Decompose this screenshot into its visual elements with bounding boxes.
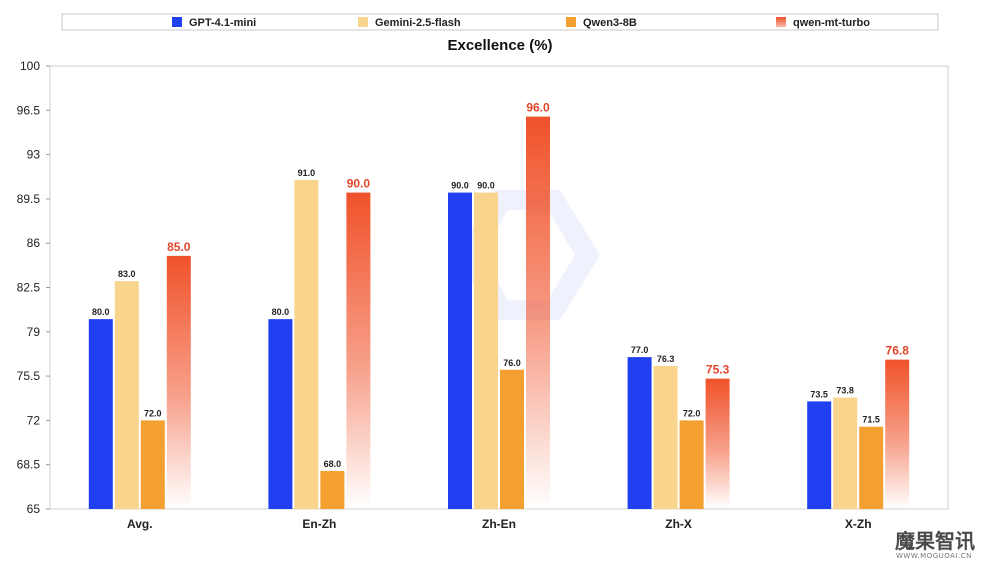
- watermark-subtext: WWW.MOGUOAI.CN: [896, 552, 972, 560]
- bar-qwen-mt-turbo-avg-: [166, 255, 191, 509]
- bar-value-label: 72.0: [144, 408, 162, 418]
- y-tick-label: 82.5: [17, 281, 41, 295]
- y-tick-label: 68.5: [17, 458, 41, 472]
- y-tick-label: 100: [20, 59, 40, 73]
- legend-label: GPT-4.1-mini: [189, 17, 256, 29]
- watermark-text: 魔果智讯: [895, 529, 975, 553]
- y-tick-label: 79: [27, 325, 41, 339]
- bar-value-label: 83.0: [118, 269, 136, 279]
- bar-value-label: 90.0: [347, 177, 371, 191]
- bar-qwen-mt-turbo-zh-x: [705, 378, 730, 509]
- y-tick-label: 86: [27, 236, 41, 250]
- bar-value-label: 71.5: [862, 415, 880, 425]
- bar-value-label: 73.8: [836, 386, 854, 396]
- y-tick-label: 93: [27, 148, 41, 162]
- x-category-label: Avg.: [127, 517, 153, 531]
- plot-area: [49, 65, 949, 510]
- bar-value-label: 85.0: [167, 240, 191, 254]
- y-tick-label: 96.5: [17, 103, 41, 117]
- bar-gpt-4-1-mini-avg-: [88, 319, 113, 509]
- bar-value-label: 76.0: [503, 358, 521, 368]
- x-category-label: Zh-En: [482, 517, 516, 531]
- bar-value-label: 90.0: [451, 181, 469, 191]
- bar-value-label: 80.0: [92, 307, 110, 317]
- bar-value-label: 80.0: [272, 307, 290, 317]
- bar-gemini-2-5-flash-zh-x: [653, 365, 678, 509]
- legend-swatch: [358, 17, 368, 27]
- legend-swatch: [566, 17, 576, 27]
- bars: [88, 116, 910, 510]
- bar-qwen3-8b-zh-x: [679, 420, 704, 509]
- bar-qwen3-8b-x-zh: [859, 426, 884, 509]
- bar-value-labels: 80.0 83.0 72.0 85.0 80.0 91.0 68.0 90.0 90.0 90.0…: [92, 101, 909, 469]
- bar-value-label: 77.0: [631, 345, 649, 355]
- legend: GPT-4.1-mini Gemini-2.5-flash Qwen3-8B qwen…: [61, 13, 939, 31]
- y-tick-label: 65: [27, 502, 41, 516]
- legend-swatch: [776, 17, 786, 27]
- legend-swatch: [172, 17, 182, 27]
- bar-gpt-4-1-mini-en-zh: [268, 319, 293, 509]
- y-tick-label: 72: [27, 413, 41, 427]
- y-tick-label: 75.5: [17, 369, 41, 383]
- x-category-label: X-Zh: [845, 517, 872, 531]
- legend-label: Qwen3-8B: [583, 17, 637, 29]
- bar-gemini-2-5-flash-avg-: [114, 281, 139, 509]
- x-category-label: Zh-X: [665, 517, 692, 531]
- y-axis: 65 68.5 72 75.5 79 82.5 86 89.5 93 96.5 100: [17, 59, 50, 516]
- bar-value-label: 72.0: [683, 408, 701, 418]
- bar-qwen-mt-turbo-zh-en: [526, 116, 550, 509]
- chart-title: Excellence (%): [447, 37, 552, 54]
- bar-gemini-2-5-flash-x-zh: [833, 397, 858, 509]
- bar-value-label: 76.3: [657, 354, 675, 364]
- legend-label: Gemini-2.5-flash: [375, 17, 461, 29]
- bar-qwen3-8b-zh-en: [500, 369, 524, 509]
- bar-value-label: 73.5: [810, 389, 828, 399]
- bar-gemini-2-5-flash-zh-en: [474, 192, 498, 510]
- bar-value-label: 90.0: [477, 181, 495, 191]
- legend-frame: [61, 13, 939, 31]
- bar-gpt-4-1-mini-zh-x: [627, 357, 652, 509]
- bar-qwen-mt-turbo-en-zh: [346, 192, 371, 510]
- x-category-label: En-Zh: [302, 517, 336, 531]
- bar-qwen3-8b-en-zh: [320, 471, 345, 509]
- legend-label: qwen-mt-turbo: [793, 17, 870, 29]
- bar-value-label: 68.0: [324, 459, 342, 469]
- y-tick-label: 89.5: [17, 192, 41, 206]
- bar-value-label: 75.3: [706, 363, 730, 377]
- x-axis: Avg. En-Zh Zh-En Zh-X X-Zh: [127, 517, 872, 531]
- watermark: 魔果智讯 WWW.MOGUOAI.CN: [895, 529, 975, 560]
- bar-value-label: 91.0: [298, 168, 316, 178]
- bar-gemini-2-5-flash-en-zh: [294, 179, 319, 509]
- bar-value-label: 96.0: [526, 101, 550, 115]
- bar-gpt-4-1-mini-zh-en: [448, 192, 472, 510]
- bar-qwen3-8b-avg-: [140, 420, 165, 509]
- bar-qwen-mt-turbo-x-zh: [885, 359, 910, 509]
- bar-value-label: 76.8: [886, 344, 910, 358]
- bar-gpt-4-1-mini-x-zh: [807, 401, 832, 509]
